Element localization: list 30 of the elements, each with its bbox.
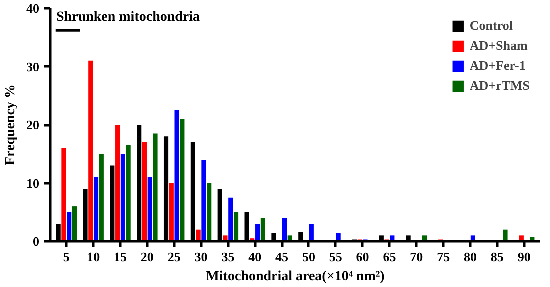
x-tick-label: 25 bbox=[168, 250, 182, 264]
x-tick-label: 55 bbox=[329, 250, 343, 264]
x-tick-label: 50 bbox=[302, 250, 316, 264]
x-tick-label: 75 bbox=[437, 250, 451, 264]
y-tick-label: 20 bbox=[26, 118, 40, 132]
x-tick-label: 5 bbox=[63, 250, 70, 264]
y-tick-label: 40 bbox=[26, 1, 40, 16]
x-tick-label: 65 bbox=[383, 250, 397, 264]
y-tick-label: 10 bbox=[26, 176, 40, 191]
x-tick-label: 20 bbox=[140, 250, 154, 264]
annotation: Shrunken mitochondria bbox=[56, 10, 200, 25]
x-tick-label: 35 bbox=[222, 250, 236, 264]
x-axis-title: Mitochondrial area(×10⁴ nm²) bbox=[206, 270, 386, 284]
x-tick-label: 40 bbox=[248, 250, 262, 264]
x-tick-label: 90 bbox=[518, 250, 531, 264]
y-axis-title: Frequency % bbox=[4, 84, 18, 166]
y-tick-label: 0 bbox=[33, 234, 40, 249]
legend-label: AD+rTMS bbox=[470, 78, 530, 94]
legend-label: AD+Fer-1 bbox=[470, 58, 526, 74]
x-tick-label: 45 bbox=[276, 250, 290, 264]
x-tick-label: 85 bbox=[490, 250, 504, 264]
x-tick-label: 30 bbox=[194, 250, 208, 264]
x-tick-label: 60 bbox=[356, 250, 370, 264]
legend-label: Control bbox=[470, 18, 513, 34]
x-tick-label: 10 bbox=[87, 250, 100, 264]
x-tick-label: 15 bbox=[114, 250, 128, 264]
x-tick-label: 70 bbox=[410, 250, 424, 264]
y-tick-label: 30 bbox=[26, 59, 40, 74]
legend-label: AD+Sham bbox=[470, 38, 528, 54]
x-tick-label: 80 bbox=[464, 250, 477, 264]
